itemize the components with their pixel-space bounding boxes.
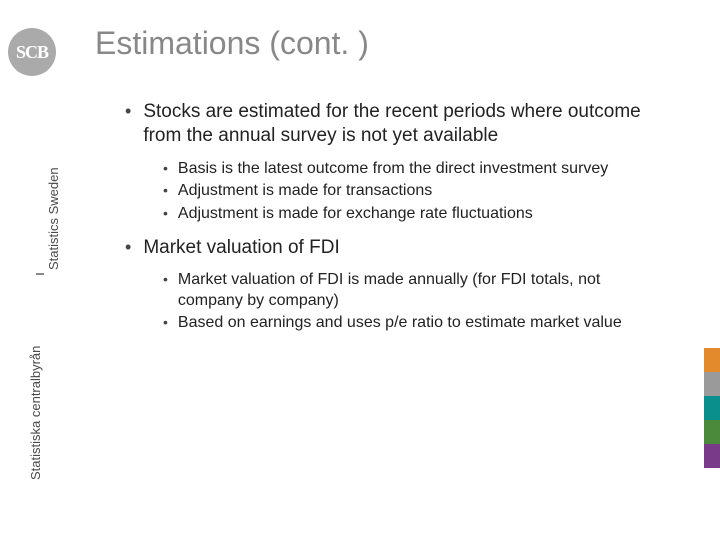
bullet-text: Adjustment is made for transactions — [178, 181, 432, 201]
bullet-marker: • — [163, 181, 168, 199]
accent-block — [704, 372, 720, 396]
logo-text: SCB — [16, 42, 48, 63]
accent-color-blocks — [704, 348, 720, 468]
slide-title: Estimations (cont. ) — [95, 25, 369, 62]
accent-block — [704, 348, 720, 372]
bullet-level2: • Based on earnings and uses p/e ratio t… — [163, 313, 665, 333]
bullet-marker: • — [125, 100, 131, 123]
bullet-text: Adjustment is made for exchange rate flu… — [178, 204, 533, 224]
bullet-text: Market valuation of FDI — [143, 236, 339, 260]
bullet-marker: • — [163, 204, 168, 222]
bullet-level1: • Stocks are estimated for the recent pe… — [125, 100, 665, 149]
bullet-marker: • — [125, 236, 131, 259]
scb-logo: SCB — [8, 28, 56, 76]
bullet-marker: • — [163, 313, 168, 331]
accent-block — [704, 396, 720, 420]
sidebar-label-english: Statistics Sweden — [46, 167, 61, 270]
sidebar-label-swedish: Statistiska centralbyrån — [28, 346, 43, 480]
slide-content: • Stocks are estimated for the recent pe… — [125, 100, 665, 336]
bullet-text: Based on earnings and uses p/e ratio to … — [178, 313, 622, 333]
bullet-level1: • Market valuation of FDI — [125, 236, 665, 260]
accent-block — [704, 420, 720, 444]
bullet-text: Basis is the latest outcome from the dir… — [178, 159, 608, 179]
bullet-text: Stocks are estimated for the recent peri… — [143, 100, 665, 149]
bullet-level2: • Basis is the latest outcome from the d… — [163, 159, 665, 179]
bullet-level2: • Adjustment is made for exchange rate f… — [163, 204, 665, 224]
bullet-text: Market valuation of FDI is made annually… — [178, 270, 665, 311]
accent-block — [704, 444, 720, 468]
sidebar-divider — [36, 273, 44, 275]
bullet-level2: • Market valuation of FDI is made annual… — [163, 270, 665, 311]
bullet-marker: • — [163, 159, 168, 177]
bullet-level2: • Adjustment is made for transactions — [163, 181, 665, 201]
bullet-marker: • — [163, 270, 168, 288]
